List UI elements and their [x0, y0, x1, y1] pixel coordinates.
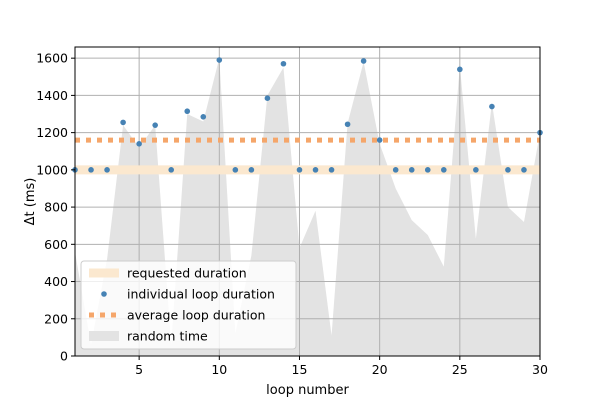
loop-duration-point [152, 122, 158, 128]
y-tick-label: 1400 [36, 88, 68, 103]
loop-duration-point [424, 167, 431, 173]
loop-duration-point [280, 60, 287, 67]
loop-duration-point [120, 119, 126, 126]
loop-duration-point [328, 167, 335, 173]
loop-duration-point [296, 167, 303, 173]
loop-duration-point [521, 167, 527, 173]
y-tick-label: 400 [44, 274, 68, 289]
legend-average-loop-duration-label: average loop duration [127, 308, 265, 323]
y-tick-label: 800 [44, 200, 68, 215]
legend-individual-loop-duration-swatch [101, 291, 107, 297]
loop-duration-point [200, 114, 207, 120]
loop-duration-point [264, 95, 271, 101]
legend-random-time-swatch [89, 331, 119, 341]
y-tick-label: 1000 [36, 162, 68, 177]
loop-duration-point [232, 167, 239, 173]
x-tick-label: 20 [372, 362, 388, 377]
loop-duration-point [312, 167, 319, 173]
loop-duration-point [457, 66, 463, 73]
y-tick-label: 1200 [36, 125, 68, 140]
x-tick-label: 5 [135, 362, 143, 377]
loop-duration-point [473, 167, 479, 173]
x-axis-label: loop number [266, 383, 349, 398]
loop-duration-point [408, 167, 415, 173]
loop-duration-point [392, 167, 399, 173]
x-tick-label: 15 [292, 362, 308, 377]
legend: requested duration individual loop durati… [80, 260, 297, 350]
loop-duration-point [184, 108, 191, 115]
y-tick-label: 600 [44, 237, 68, 252]
y-tick-label: 1600 [36, 51, 68, 66]
axes-frame [74, 46, 541, 357]
y-tick-label: 200 [44, 311, 68, 326]
loop-duration-point [505, 167, 511, 173]
y-tick-label: 0 [60, 349, 68, 364]
x-tick-label: 25 [452, 362, 468, 377]
loop-duration-point [168, 167, 175, 173]
legend-individual-loop-duration-label: individual loop duration [127, 287, 275, 302]
loop-duration-point [440, 167, 447, 173]
loop-duration-point [88, 167, 94, 173]
loop-duration-point [489, 103, 495, 110]
loop-duration-point [376, 137, 383, 143]
legend-requested-duration-label: requested duration [127, 266, 247, 281]
y-axis-label: Δt (ms) [23, 178, 38, 226]
loop-duration-point [216, 57, 223, 63]
loop-duration-point [248, 167, 255, 173]
loop-duration-point [344, 121, 351, 128]
loop-duration-point [360, 58, 367, 64]
legend-box [80, 260, 297, 350]
x-tick-label: 10 [211, 362, 227, 377]
legend-random-time-label: random time [127, 329, 208, 344]
loop-duration-point [104, 167, 110, 173]
x-tick-label: 30 [532, 362, 548, 377]
loop-duration-point [136, 140, 142, 147]
